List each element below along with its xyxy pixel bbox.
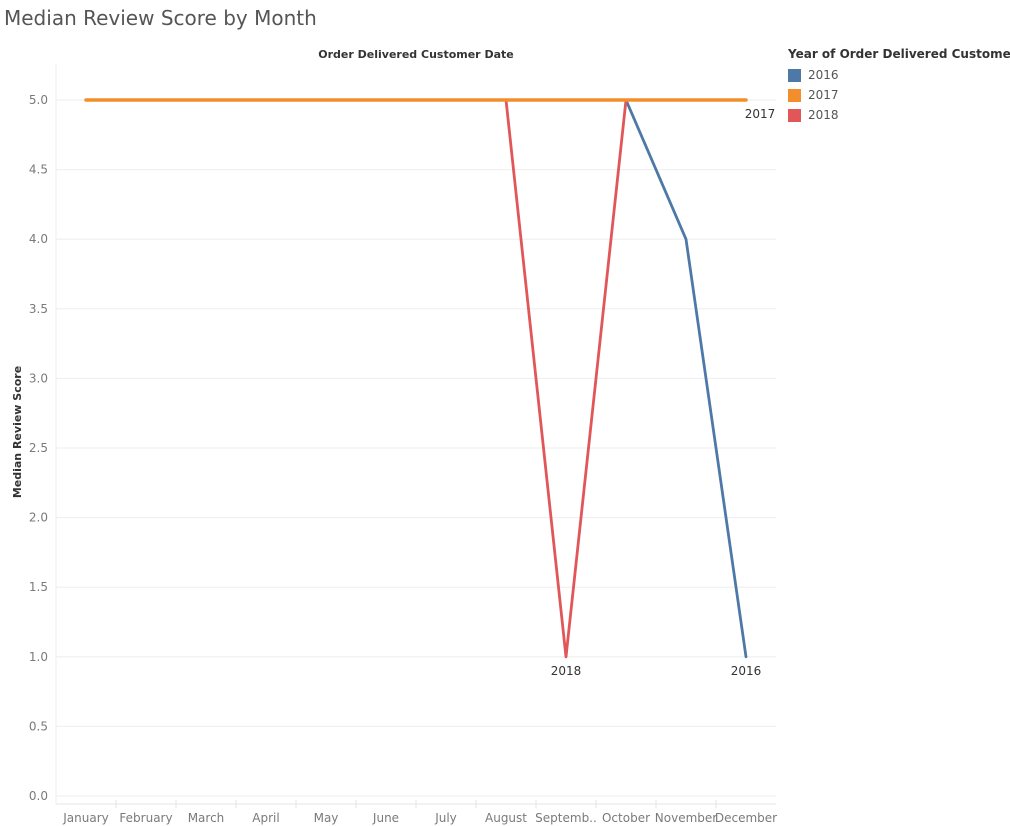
x-axis-title: Order Delivered Customer Date [318, 48, 513, 61]
legend-item-2018[interactable]: 2018 [788, 105, 1010, 125]
y-axis-ticks: 0.0 0.5 1.0 1.5 2.0 2.5 3.0 3.5 4.0 4.5 5.0 [29, 93, 48, 803]
x-tick-label: March [188, 811, 225, 825]
end-label-2018: 2018 [551, 664, 582, 678]
x-tick-label: July [434, 811, 457, 825]
x-tick-label: January [62, 811, 109, 825]
y-tick-label: 1.0 [29, 650, 48, 664]
y-tick-label: 0.5 [29, 719, 48, 733]
y-tick-label: 0.0 [29, 789, 48, 803]
x-tick-label: November [655, 811, 717, 825]
series-lines [84, 98, 748, 659]
legend-swatch-2018 [788, 108, 801, 122]
end-label-2017: 2017 [745, 107, 776, 121]
x-tick-label: May [314, 811, 339, 825]
legend-label-2018: 2018 [808, 108, 839, 122]
legend-swatch-2016 [788, 68, 801, 82]
y-tick-label: 4.0 [29, 232, 48, 246]
y-axis-title: Median Review Score [11, 366, 24, 498]
x-tick-label: December [715, 811, 777, 825]
end-labels: 2016 2017 2018 [551, 107, 776, 678]
legend-item-2017[interactable]: 2017 [788, 85, 1010, 105]
chart-title: Median Review Score by Month [4, 6, 317, 30]
series-line-2016[interactable] [624, 98, 748, 659]
x-tick-label: February [119, 811, 172, 825]
y-tick-label: 3.0 [29, 371, 48, 385]
x-tick-label: April [252, 811, 279, 825]
y-tick-label: 1.5 [29, 580, 48, 594]
legend-label-2017: 2017 [808, 88, 839, 102]
gridlines [55, 64, 776, 808]
x-tick-label: Septemb.. [535, 811, 597, 825]
y-tick-label: 4.5 [29, 163, 48, 177]
legend-title: Year of Order Delivered Customer Date [788, 47, 1010, 61]
y-tick-label: 2.0 [29, 511, 48, 525]
end-label-2016: 2016 [731, 664, 762, 678]
y-tick-label: 2.5 [29, 441, 48, 455]
legend-swatch-2017 [788, 88, 801, 102]
legend: Year of Order Delivered Customer Date 20… [788, 47, 1010, 125]
legend-item-2016[interactable]: 2016 [788, 65, 1010, 85]
x-tick-label: October [602, 811, 650, 825]
y-tick-label: 3.5 [29, 302, 48, 316]
legend-label-2016: 2016 [808, 68, 839, 82]
x-tick-label: June [372, 811, 399, 825]
y-tick-label: 5.0 [29, 93, 48, 107]
x-axis-ticks: January February March April May June July Augu… [62, 811, 777, 825]
x-tick-label: August [485, 811, 527, 825]
